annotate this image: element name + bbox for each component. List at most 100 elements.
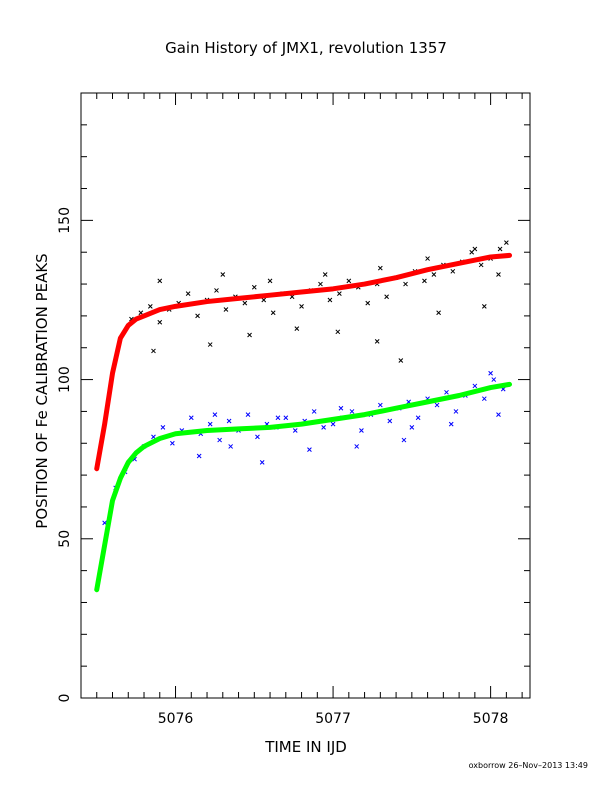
upper-peak-fit (94, 252, 513, 472)
data-point (488, 370, 493, 376)
data-point (450, 268, 456, 274)
data-point (365, 300, 371, 306)
data-point (223, 307, 229, 312)
data-point (321, 424, 326, 430)
data-point (185, 291, 191, 296)
data-point (434, 402, 440, 408)
data-point (431, 272, 437, 277)
x-axis-label: TIME IN IJD (264, 738, 347, 756)
data-point (496, 412, 501, 417)
data-point (349, 409, 355, 414)
data-point (504, 240, 509, 246)
data-point (275, 415, 281, 421)
data-point (251, 284, 257, 290)
data-point (338, 405, 344, 411)
data-point (207, 342, 213, 347)
data-point (157, 319, 163, 325)
data-point (472, 246, 478, 252)
upper-peak-fit-line (94, 252, 513, 472)
lower-peak-measurements (102, 370, 506, 526)
data-point (409, 424, 415, 430)
data-point (207, 421, 213, 427)
data-point (346, 278, 352, 284)
data-point (318, 281, 323, 287)
data-point (377, 402, 383, 408)
data-point (496, 272, 501, 277)
chart-title: Gain History of JMX1, revolution 1357 (165, 39, 447, 57)
y-axis-label: POSITION OF Fe CALIBRATION PEAKS (33, 253, 51, 528)
data-point (157, 278, 163, 284)
data-point (242, 300, 248, 306)
data-point (294, 326, 300, 331)
data-point (217, 437, 222, 443)
data-point (147, 303, 153, 309)
data-point (255, 434, 260, 440)
y-tick-label: 50 (57, 530, 73, 548)
data-point (359, 428, 364, 433)
lower-peak-fit-line (94, 381, 513, 593)
data-point (228, 444, 234, 449)
data-point (387, 418, 393, 424)
data-point (245, 412, 251, 417)
data-point (196, 453, 202, 459)
data-point (170, 440, 175, 446)
y-tick-label: 0 (57, 694, 73, 703)
data-point (261, 297, 267, 303)
y-axis-ticks: 0 50 100 150 (57, 92, 530, 703)
data-point (374, 339, 380, 344)
y-tick-label: 100 (57, 366, 73, 393)
data-point (220, 272, 226, 277)
data-point (151, 348, 156, 354)
data-point (247, 332, 252, 338)
data-point (354, 444, 360, 449)
data-point (497, 246, 503, 252)
data-point (311, 409, 317, 414)
data-point (226, 418, 232, 424)
data-point (330, 421, 336, 427)
data-point (259, 460, 265, 465)
data-point (270, 310, 276, 316)
data-point (481, 396, 487, 402)
data-point (444, 389, 449, 395)
data-point (212, 412, 218, 417)
data-point (214, 288, 219, 293)
data-point (415, 415, 421, 421)
data-point (267, 278, 273, 284)
x-tick-label: 5077 (315, 711, 351, 727)
data-point (491, 377, 497, 382)
x-tick-label: 5076 (158, 711, 194, 727)
data-point (384, 294, 389, 300)
x-axis-ticks: 5076 5077 5078 (80, 93, 523, 727)
upper-peak-measurements (129, 240, 509, 363)
data-point (453, 409, 459, 414)
data-point (299, 303, 304, 309)
data-point (377, 265, 383, 271)
data-point (403, 281, 408, 287)
data-point (422, 278, 427, 284)
data-point (322, 272, 328, 277)
data-point (436, 310, 441, 316)
data-point (481, 303, 487, 309)
data-point (448, 421, 454, 427)
data-point (478, 262, 484, 268)
x-tick-label: 5078 (473, 711, 509, 727)
data-point (283, 415, 289, 421)
y-tick-label: 150 (57, 207, 73, 234)
lower-peak-fit (94, 381, 513, 593)
data-point (327, 297, 333, 303)
data-point (337, 291, 342, 296)
data-point (335, 329, 341, 335)
data-point (307, 447, 312, 452)
data-point (398, 358, 404, 363)
data-point (401, 437, 407, 443)
plot-frame (80, 92, 531, 699)
data-point (195, 313, 200, 319)
data-point (292, 428, 298, 433)
data-point (425, 256, 430, 261)
footer-credit: oxborrow 26–Nov–2013 13:49 (469, 761, 588, 770)
data-point (188, 415, 194, 421)
data-marks (94, 240, 513, 593)
data-point (160, 424, 166, 430)
data-point (472, 383, 478, 389)
